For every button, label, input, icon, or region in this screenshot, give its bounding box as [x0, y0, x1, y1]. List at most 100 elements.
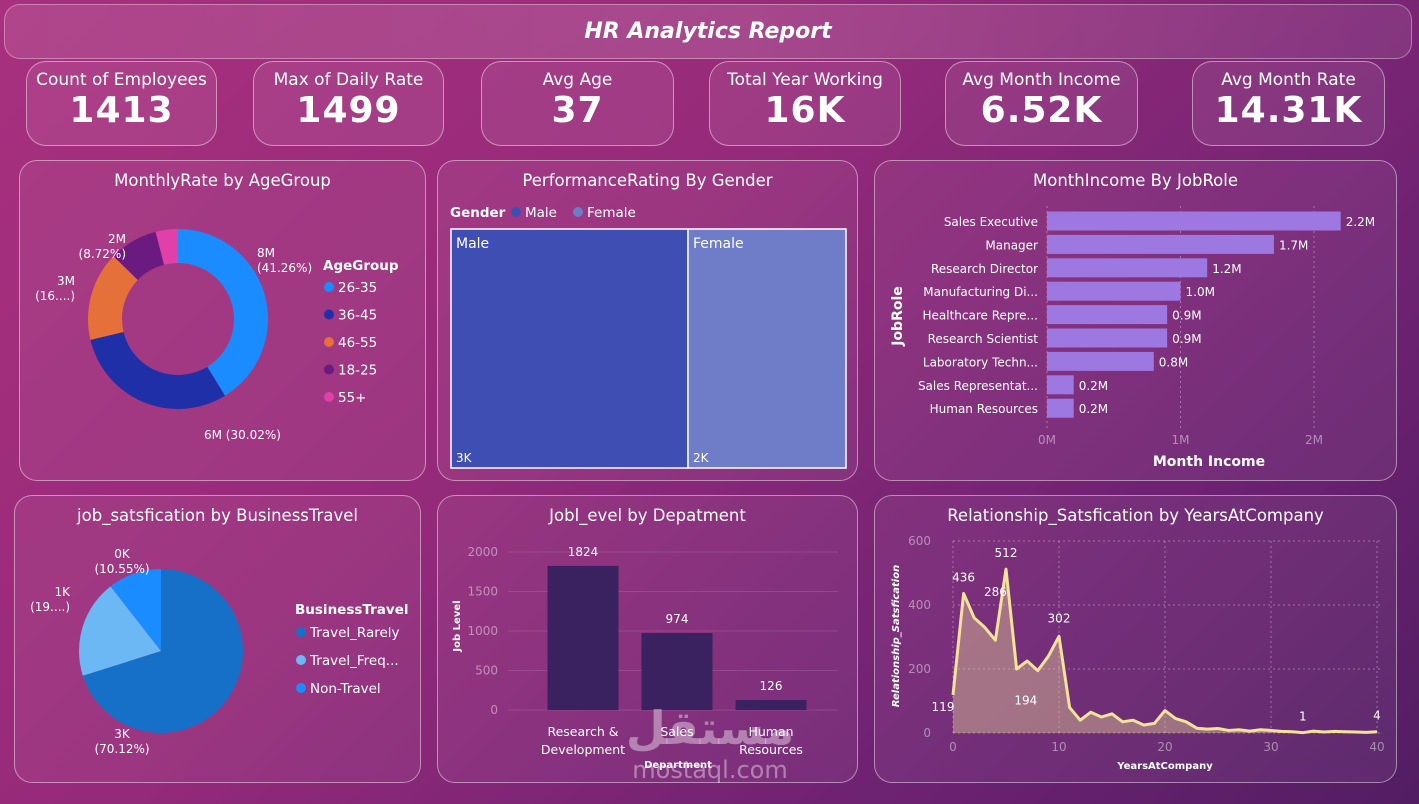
slice-data-label: (16....) — [35, 289, 75, 303]
kpi-label: Count of Employees — [36, 70, 207, 90]
kpi-label: Avg Month Rate — [1221, 70, 1356, 90]
donut-slice-26-35 — [178, 229, 268, 396]
chart-title: MonthlyRate by AgeGroup — [114, 171, 331, 190]
slice-data-label: 3K — [114, 727, 131, 741]
kpi-value: 1413 — [69, 90, 174, 131]
slice-data-label: (41.26%) — [257, 261, 312, 275]
slice-data-label: (10.55%) — [94, 562, 149, 576]
bar-data-label: 2.2M — [1346, 215, 1375, 229]
legend-item: 36-45 — [338, 308, 377, 324]
panel-relationship-by-years: Relationship_Satsfication by YearsAtComp… — [874, 495, 1397, 783]
bar-data-label: 0.2M — [1079, 379, 1108, 393]
bar-data-label: 0.2M — [1079, 402, 1108, 416]
bar — [735, 700, 807, 710]
kpi-card-avg-month-rate[interactable]: Avg Month Rate 14.31K — [1192, 61, 1385, 146]
legend-item: 18-25 — [338, 363, 377, 379]
donut-slice-36-45 — [90, 331, 225, 409]
bar-data-label: 1.7M — [1279, 238, 1308, 252]
report-header: HR Analytics Report — [4, 4, 1412, 59]
watermark-latin: mostaql.com — [632, 756, 788, 784]
panel-joblevel-by-department: Jobl_evel by Depatment 0 500 1000 1500 2000 1… — [437, 495, 858, 783]
bar-data-label: 0.9M — [1172, 309, 1201, 323]
point-data-label: 436 — [952, 570, 975, 584]
kpi-label: Total Year Working — [727, 70, 883, 90]
report-title: HR Analytics Report — [584, 19, 832, 44]
chart-title: Relationship_Satsfication by YearsAtComp… — [947, 506, 1324, 525]
y-tick-label: Laboratory Techn... — [923, 355, 1038, 369]
y-tick-label: Research Director — [931, 262, 1038, 276]
y-tick-label: Healthcare Repre... — [922, 309, 1038, 323]
y-tick-label: 500 — [475, 664, 498, 678]
legend-item: Non-Travel — [310, 681, 381, 697]
legend-marker — [296, 655, 306, 665]
x-axis-title: Month Income — [1153, 454, 1265, 470]
y-axis-title: Relationship_Satsfication — [891, 565, 902, 707]
legend-marker — [573, 207, 583, 217]
point-data-label: 1 — [1299, 710, 1307, 724]
legend-item: 46-55 — [338, 335, 377, 351]
y-tick-label: 600 — [908, 534, 931, 548]
legend-title: BusinessTravel — [295, 602, 408, 618]
point-data-label: 302 — [1048, 611, 1071, 625]
legend-marker — [511, 207, 521, 217]
y-tick-label: 1000 — [467, 624, 498, 638]
chart-title: Jobl_evel by Depatment — [549, 506, 746, 525]
treemap-tile-Female — [687, 228, 847, 469]
legend-item: 26-35 — [338, 280, 377, 296]
pie-slice-Travel_Freq... — [79, 586, 161, 676]
point-data-label: 194 — [1014, 694, 1037, 708]
x-tick-label: Resources — [739, 742, 803, 757]
y-axis-title: Job Level — [452, 600, 463, 652]
x-tick-label: 20 — [1157, 740, 1172, 754]
legend-item: Female — [587, 205, 636, 221]
y-tick-label: Sales Executive — [944, 215, 1038, 229]
kpi-value: 37 — [551, 90, 604, 131]
y-tick-label: Human Resources — [930, 402, 1038, 416]
y-tick-label: Manufacturing Di... — [923, 285, 1038, 299]
pie-slice-Non-Travel — [110, 569, 161, 651]
treemap-tile-Male — [450, 228, 689, 469]
series-line — [951, 567, 1378, 735]
tile-label: Male — [456, 236, 489, 252]
kpi-label: Avg Month Income — [962, 70, 1121, 90]
legend-item: Travel_Rarely — [309, 625, 400, 641]
y-tick-label: 1500 — [467, 585, 498, 599]
area-chart: 0 200 400 600 0 10 20 30 40 119 436 512 286 194 302 1 4 Y… — [891, 534, 1385, 772]
x-tick-label: Research & — [547, 724, 618, 739]
slice-data-label: (8.72%) — [79, 247, 126, 261]
legend-item: Travel_Freq... — [309, 653, 399, 669]
slice-data-label: 2M — [108, 232, 126, 246]
y-tick-label: Sales Representat... — [918, 379, 1038, 393]
kpi-card-total-year-working[interactable]: Total Year Working 16K — [709, 61, 901, 146]
x-axis-title: YearsAtCompany — [1116, 761, 1213, 772]
legend-marker — [324, 392, 334, 402]
chart-title: PerformanceRating By Gender — [522, 171, 773, 190]
kpi-card-avg-month-income[interactable]: Avg Month Income 6.52K — [945, 61, 1138, 146]
tile-value-label: 2K — [693, 451, 710, 465]
slice-data-label: 1K — [54, 585, 71, 599]
bar — [1047, 211, 1341, 231]
x-tick-label: 2M — [1305, 433, 1323, 447]
legend-item: Male — [525, 205, 557, 221]
kpi-label: Max of Daily Rate — [273, 70, 424, 90]
bar — [1047, 398, 1074, 418]
kpi-card-employee-count[interactable]: Count of Employees 1413 — [26, 61, 217, 146]
legend-title: Gender — [450, 205, 506, 221]
bar-data-label: 0.8M — [1159, 355, 1188, 369]
y-tick-label: 200 — [908, 662, 931, 676]
point-data-label: 512 — [995, 546, 1018, 560]
tile-label: Female — [693, 236, 744, 252]
donut-slice-55+ — [155, 229, 178, 265]
kpi-card-avg-age[interactable]: Avg Age 37 — [481, 61, 674, 146]
donut-slice-18-25 — [113, 231, 165, 280]
slice-data-label: 3M — [57, 274, 75, 288]
kpi-card-max-daily-rate[interactable]: Max of Daily Rate 1499 — [253, 61, 444, 146]
y-tick-label: Manager — [985, 238, 1038, 252]
x-tick-label: 10 — [1051, 740, 1066, 754]
bar-data-label: 1.2M — [1212, 262, 1241, 276]
bar-chart: 0M 1M 2M Sales Executive 2.2M Manager 1.7M Rese… — [890, 206, 1375, 470]
y-axis-title: JobRole — [890, 286, 906, 347]
x-axis-title: Department — [644, 760, 712, 771]
pie-slice-Travel_Rarely — [82, 569, 244, 733]
legend-marker — [324, 282, 334, 292]
